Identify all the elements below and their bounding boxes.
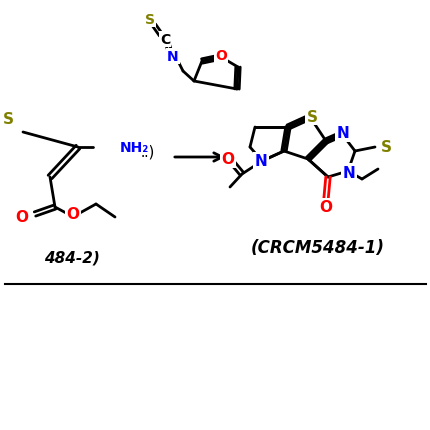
- Text: S: S: [3, 112, 13, 127]
- Text: O: O: [66, 207, 79, 222]
- Text: N: N: [167, 50, 178, 64]
- Text: NH₂: NH₂: [120, 141, 149, 155]
- Text: ii): ii): [141, 144, 155, 159]
- Text: N: N: [342, 165, 355, 180]
- Text: (CRCM5484-1): (CRCM5484-1): [250, 239, 384, 256]
- Text: S: S: [144, 13, 155, 27]
- Text: O: O: [221, 152, 234, 167]
- Text: S: S: [380, 140, 391, 155]
- Text: O: O: [215, 49, 227, 63]
- Text: O: O: [319, 200, 332, 215]
- Text: N: N: [254, 154, 267, 169]
- Text: S: S: [306, 109, 317, 124]
- Text: C: C: [160, 33, 170, 47]
- Text: N: N: [336, 126, 349, 141]
- Text: 484-2): 484-2): [44, 250, 100, 265]
- Text: O: O: [15, 210, 28, 225]
